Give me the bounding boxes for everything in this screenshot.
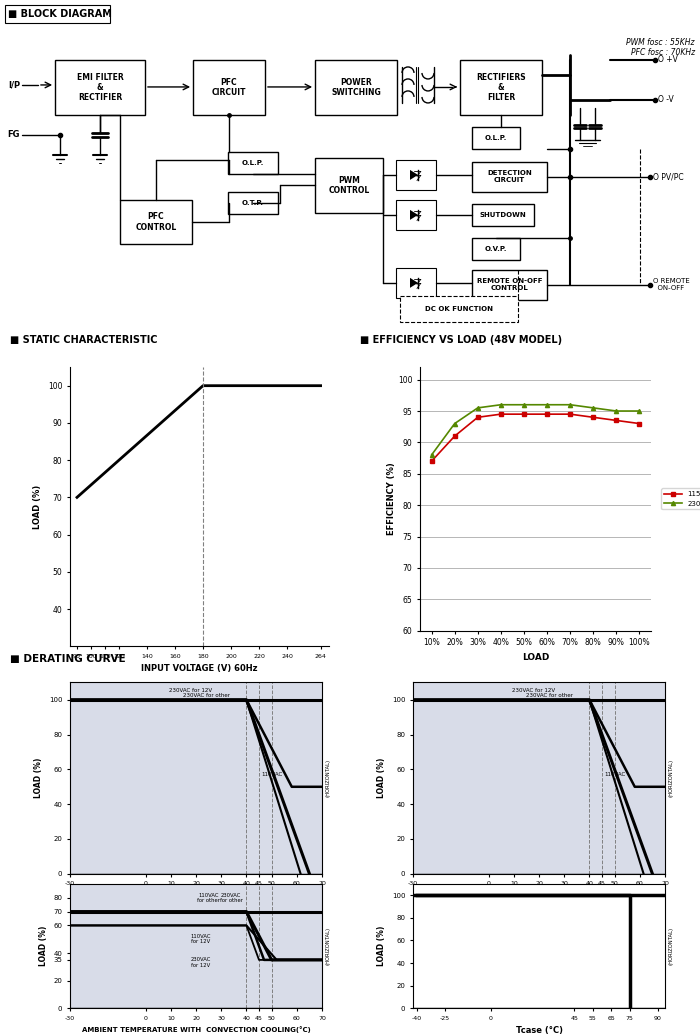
Y-axis label: LOAD (%): LOAD (%) <box>34 758 43 798</box>
Text: PFC
CONTROL: PFC CONTROL <box>135 212 176 232</box>
Bar <box>472 270 547 300</box>
Text: 230VAC for other: 230VAC for other <box>526 693 573 698</box>
Text: EMI FILTER
&
RECTIFIER: EMI FILTER & RECTIFIER <box>76 72 123 102</box>
Bar <box>193 60 265 115</box>
X-axis label: AMBIENT TEMPERATURE WITH  CONVECTION COOLING(°C): AMBIENT TEMPERATURE WITH CONVECTION COOL… <box>82 1027 310 1033</box>
Text: (HORIZONTAL): (HORIZONTAL) <box>326 927 331 965</box>
115VAC <box>589 412 598 424</box>
Text: REMOTE ON-OFF
CONTROL: REMOTE ON-OFF CONTROL <box>477 278 542 292</box>
Text: O REMOTE
  ON-OFF: O REMOTE ON-OFF <box>653 278 690 292</box>
Bar <box>396 200 436 230</box>
Text: 230VAC
for 12V: 230VAC for 12V <box>191 957 211 968</box>
Polygon shape <box>410 170 418 180</box>
Bar <box>55 60 145 115</box>
Bar <box>472 238 520 260</box>
X-axis label: INPUT VOLTAGE (V) 60Hz: INPUT VOLTAGE (V) 60Hz <box>141 665 258 673</box>
Text: SHUTDOWN: SHUTDOWN <box>480 212 526 218</box>
Polygon shape <box>70 700 309 874</box>
230VAC <box>451 418 459 430</box>
230VAC <box>497 398 505 410</box>
Y-axis label: LOAD (%): LOAD (%) <box>377 925 386 967</box>
230VAC <box>612 404 621 417</box>
Text: 110VAC: 110VAC <box>605 772 626 778</box>
115VAC <box>427 455 435 467</box>
Bar <box>315 158 383 213</box>
Text: 230VAC
for other: 230VAC for other <box>220 892 243 904</box>
Bar <box>472 204 534 225</box>
Text: ■ BLOCK DIAGRAM: ■ BLOCK DIAGRAM <box>8 9 112 19</box>
115VAC <box>519 408 528 421</box>
Bar <box>228 192 278 214</box>
Text: ■ DERATING CURVE: ■ DERATING CURVE <box>10 653 126 664</box>
Text: PWM
CONTROL: PWM CONTROL <box>328 176 370 195</box>
Bar <box>472 127 520 149</box>
Text: (HORIZONTAL): (HORIZONTAL) <box>326 759 331 797</box>
Polygon shape <box>413 700 652 874</box>
Y-axis label: LOAD (%): LOAD (%) <box>34 485 42 528</box>
115VAC <box>451 430 459 443</box>
230VAC <box>519 398 528 410</box>
Text: O -V: O -V <box>658 95 673 104</box>
Text: PWM fosc : 55KHz
PFC fosc : 70KHz: PWM fosc : 55KHz PFC fosc : 70KHz <box>626 38 695 57</box>
Polygon shape <box>410 278 418 287</box>
115VAC <box>636 418 644 430</box>
Text: 230VAC for 12V: 230VAC for 12V <box>512 688 556 693</box>
Y-axis label: EFFICIENCY (%): EFFICIENCY (%) <box>388 462 396 536</box>
Text: DC OK FUNCTION: DC OK FUNCTION <box>425 306 493 312</box>
Bar <box>460 60 542 115</box>
115VAC <box>612 415 621 427</box>
Legend: 115VAC, 230VAC: 115VAC, 230VAC <box>662 488 700 510</box>
115VAC <box>473 412 482 424</box>
X-axis label: AMBIENT TEMPERATURE WITH  FORCED AIR COOLING(°C): AMBIENT TEMPERATURE WITH FORCED AIR COOL… <box>427 892 651 899</box>
Text: 110VAC
for 12V: 110VAC for 12V <box>191 934 211 944</box>
Bar <box>472 162 547 192</box>
Text: 230VAC for 12V: 230VAC for 12V <box>169 688 213 693</box>
Text: O.L.P.: O.L.P. <box>485 134 508 141</box>
Text: ■ STATIC CHARACTERISTIC: ■ STATIC CHARACTERISTIC <box>10 335 158 345</box>
Text: (HORIZONTAL): (HORIZONTAL) <box>668 759 674 797</box>
Text: O.V.P.: O.V.P. <box>484 246 508 252</box>
Line: 115VAC: 115VAC <box>430 413 641 463</box>
Text: ■ EFFICIENCY VS LOAD (48V MODEL): ■ EFFICIENCY VS LOAD (48V MODEL) <box>360 335 563 345</box>
115VAC <box>497 408 505 421</box>
Text: O.L.P.: O.L.P. <box>241 160 264 165</box>
230VAC <box>566 398 574 410</box>
230VAC <box>473 401 482 414</box>
X-axis label: AMBIENT TEMPERATURE WITH  CONDUCTION COOLING(°C): AMBIENT TEMPERATURE WITH CONDUCTION COOL… <box>81 892 311 899</box>
Text: 110VAC: 110VAC <box>262 772 283 778</box>
Text: FG: FG <box>8 130 20 140</box>
115VAC <box>566 408 574 421</box>
230VAC <box>427 449 435 461</box>
Line: 230VAC: 230VAC <box>430 402 641 457</box>
Text: 230VAC for other: 230VAC for other <box>183 693 230 698</box>
Text: O.T.P.: O.T.P. <box>242 200 264 206</box>
Polygon shape <box>70 912 322 1008</box>
Y-axis label: LOAD (%): LOAD (%) <box>377 758 386 798</box>
Bar <box>396 160 436 190</box>
115VAC <box>543 408 552 421</box>
230VAC <box>636 404 644 417</box>
230VAC <box>543 398 552 410</box>
Bar <box>5 5 110 23</box>
230VAC <box>589 401 598 414</box>
Bar <box>228 152 278 174</box>
Text: O PV/PC: O PV/PC <box>653 173 684 181</box>
Text: RECTIFIERS
&
FILTER: RECTIFIERS & FILTER <box>476 72 526 102</box>
Polygon shape <box>410 210 418 220</box>
X-axis label: Tcase (°C): Tcase (°C) <box>515 1027 563 1034</box>
Text: O +V: O +V <box>658 56 678 64</box>
Text: PFC
CIRCUIT: PFC CIRCUIT <box>211 78 246 97</box>
Text: DETECTION
CIRCUIT: DETECTION CIRCUIT <box>487 171 532 183</box>
Text: I/P: I/P <box>8 81 20 90</box>
Bar <box>315 60 397 115</box>
X-axis label: LOAD: LOAD <box>522 652 550 662</box>
Text: (HORIZONTAL): (HORIZONTAL) <box>668 927 674 965</box>
Text: 110VAC
for other: 110VAC for other <box>197 892 220 904</box>
Text: POWER
SWITCHING: POWER SWITCHING <box>331 78 381 97</box>
Bar <box>400 296 518 322</box>
Bar <box>120 200 192 244</box>
Bar <box>396 268 436 298</box>
Y-axis label: LOAD (%): LOAD (%) <box>38 925 48 967</box>
